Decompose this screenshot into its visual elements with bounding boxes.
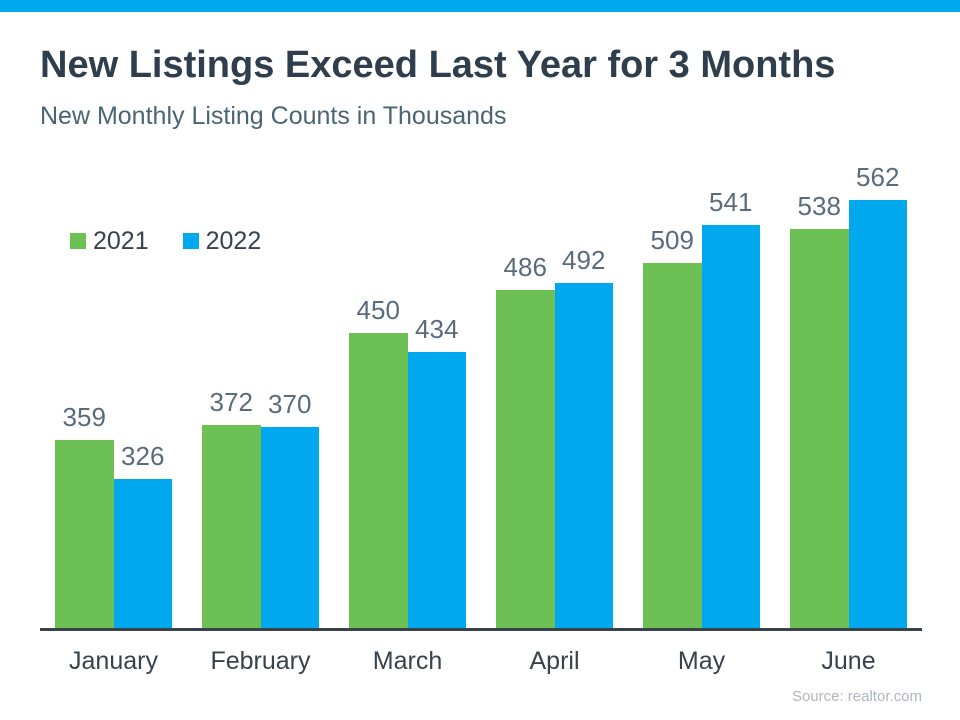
bar-col-2022-april: 492 bbox=[554, 245, 613, 628]
bar-value-label-2021-april: 486 bbox=[503, 252, 547, 283]
legend-swatch-2022 bbox=[182, 233, 199, 250]
bar-col-2021-february: 372 bbox=[202, 387, 261, 628]
bar-col-2021-january: 359 bbox=[55, 402, 114, 628]
legend-label-2021: 2021 bbox=[93, 226, 149, 255]
x-axis-labels: January February March April May June bbox=[40, 647, 922, 676]
x-axis-label-june: June bbox=[821, 646, 876, 675]
bar-2021-march bbox=[349, 332, 408, 628]
bar-col-2022-june: 562 bbox=[848, 162, 907, 628]
bar-groups: 359 326 372 370 450 434 486 492 509 541 538 562 bbox=[40, 159, 922, 631]
bar-col-2022-february: 370 bbox=[260, 389, 319, 628]
bar-value-label-2021-march: 450 bbox=[356, 294, 400, 325]
bar-group-may: 509 541 bbox=[643, 187, 760, 628]
chart-legend: 2021 2022 bbox=[70, 227, 261, 256]
bar-group-january: 359 326 bbox=[55, 402, 172, 628]
bar-2022-june bbox=[848, 200, 907, 628]
x-axis-label-january: January bbox=[69, 646, 158, 675]
x-axis-label-march: March bbox=[372, 646, 443, 675]
accent-top-strip bbox=[0, 0, 960, 12]
bar-2022-march bbox=[407, 351, 466, 628]
bar-2021-january bbox=[55, 440, 114, 628]
bar-value-label-2022-february: 370 bbox=[268, 389, 312, 420]
bar-col-2021-june: 538 bbox=[790, 191, 849, 628]
bar-group-march: 450 434 bbox=[349, 295, 466, 628]
bar-group-june: 538 562 bbox=[790, 162, 907, 628]
bar-value-label-2022-january: 326 bbox=[121, 440, 165, 471]
page-title: New Listings Exceed Last Year for 3 Mont… bbox=[40, 44, 836, 86]
page-subtitle: New Monthly Listing Counts in Thousands bbox=[40, 101, 507, 130]
bar-value-label-2021-february: 372 bbox=[209, 386, 253, 417]
bar-2021-february bbox=[202, 424, 261, 628]
bar-value-label-2022-may: 541 bbox=[709, 187, 753, 218]
bar-value-label-2022-march: 434 bbox=[415, 313, 459, 344]
bar-col-2021-may: 509 bbox=[643, 225, 702, 628]
bar-value-label-2021-january: 359 bbox=[62, 402, 106, 433]
bar-2021-april bbox=[496, 290, 555, 628]
bar-col-2021-april: 486 bbox=[496, 252, 555, 628]
bar-2021-may bbox=[643, 263, 702, 628]
legend-label-2022: 2022 bbox=[205, 226, 262, 255]
legend-item-2022: 2022 bbox=[182, 226, 262, 256]
bar-col-2022-may: 541 bbox=[701, 187, 760, 628]
bar-value-label-2021-june: 538 bbox=[797, 190, 841, 221]
bar-col-2021-march: 450 bbox=[349, 295, 408, 628]
bar-col-2022-march: 434 bbox=[407, 313, 466, 628]
bar-group-february: 372 370 bbox=[202, 387, 319, 628]
x-axis-label-april: April bbox=[529, 646, 580, 675]
source-attribution: Source: realtor.com bbox=[791, 687, 922, 705]
bar-2022-january bbox=[113, 478, 172, 628]
bar-group-april: 486 492 bbox=[496, 245, 613, 628]
x-axis-label-february: February bbox=[210, 646, 311, 675]
bar-2021-june bbox=[790, 228, 849, 628]
bar-value-label-2021-may: 509 bbox=[650, 225, 694, 256]
bar-value-label-2022-june: 562 bbox=[856, 162, 900, 193]
legend-swatch-2021 bbox=[70, 233, 86, 250]
legend-item-2021: 2021 bbox=[70, 227, 149, 256]
bar-2022-february bbox=[260, 427, 319, 628]
bar-value-label-2022-april: 492 bbox=[562, 245, 606, 276]
bar-2022-april bbox=[554, 283, 613, 628]
x-axis-label-may: May bbox=[677, 646, 726, 675]
bar-2022-may bbox=[701, 225, 760, 628]
bar-chart: 2021 2022 359 326 372 370 450 434 486 492 509 541… bbox=[40, 159, 922, 634]
bar-col-2022-january: 326 bbox=[113, 440, 172, 628]
